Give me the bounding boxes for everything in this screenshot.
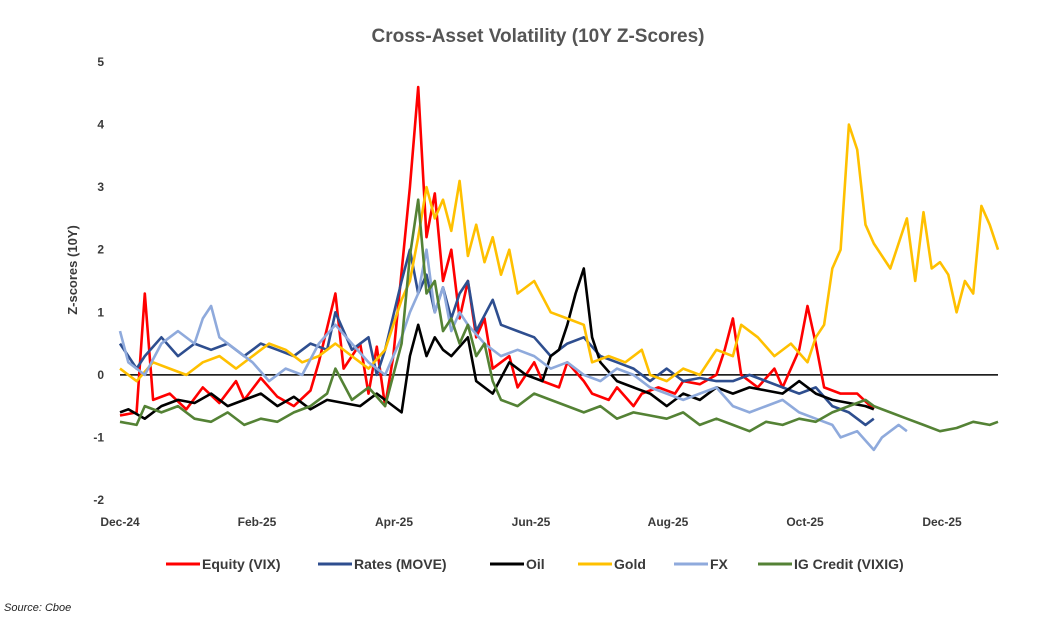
legend: Equity (VIX) Rates (MOVE) Oil Gold FX IG Cred…	[166, 556, 904, 572]
y-tick-label: 0	[97, 368, 104, 382]
series-line-0	[119, 85, 875, 417]
legend-label: Equity (VIX)	[202, 556, 281, 572]
x-tick-label: Jun-25	[512, 515, 551, 529]
y-tick-label: 4	[97, 118, 104, 132]
legend-label: Rates (MOVE)	[354, 556, 447, 572]
series-line-1	[118, 248, 875, 427]
legend-label: Oil	[526, 556, 545, 572]
series-line-5	[119, 198, 999, 433]
y-tick-label: 5	[97, 55, 104, 69]
legend-label: Gold	[614, 556, 646, 572]
y-tick-label: 1	[97, 305, 104, 319]
series-lines	[118, 85, 1000, 452]
legend-label: FX	[710, 556, 729, 572]
series-line-3	[119, 123, 1000, 383]
y-tick-labels: -2 -1 0 1 2 3 4 5	[93, 55, 104, 507]
y-axis-label: Z-scores (10Y)	[65, 225, 80, 315]
x-tick-labels: Dec-24 Feb-25 Apr-25 Jun-25 Aug-25 Oct-25 Dec-…	[100, 515, 962, 529]
series-line-2	[119, 267, 875, 421]
x-tick-label: Apr-25	[375, 515, 413, 529]
chart-title: Cross-Asset Volatility (10Y Z-Scores)	[372, 26, 705, 47]
y-tick-label: 3	[97, 180, 104, 194]
x-tick-label: Aug-25	[648, 515, 689, 529]
source-note: Source: Cboe	[4, 602, 72, 614]
x-tick-label: Dec-24	[100, 515, 140, 529]
x-tick-label: Oct-25	[786, 515, 824, 529]
series-line-4	[118, 248, 908, 452]
legend-label: IG Credit (VIXIG)	[794, 556, 904, 572]
x-tick-label: Dec-25	[922, 515, 962, 529]
x-tick-label: Feb-25	[238, 515, 277, 529]
y-tick-label: -1	[93, 430, 104, 444]
y-tick-label: -2	[93, 493, 104, 507]
y-tick-label: 2	[97, 243, 104, 257]
